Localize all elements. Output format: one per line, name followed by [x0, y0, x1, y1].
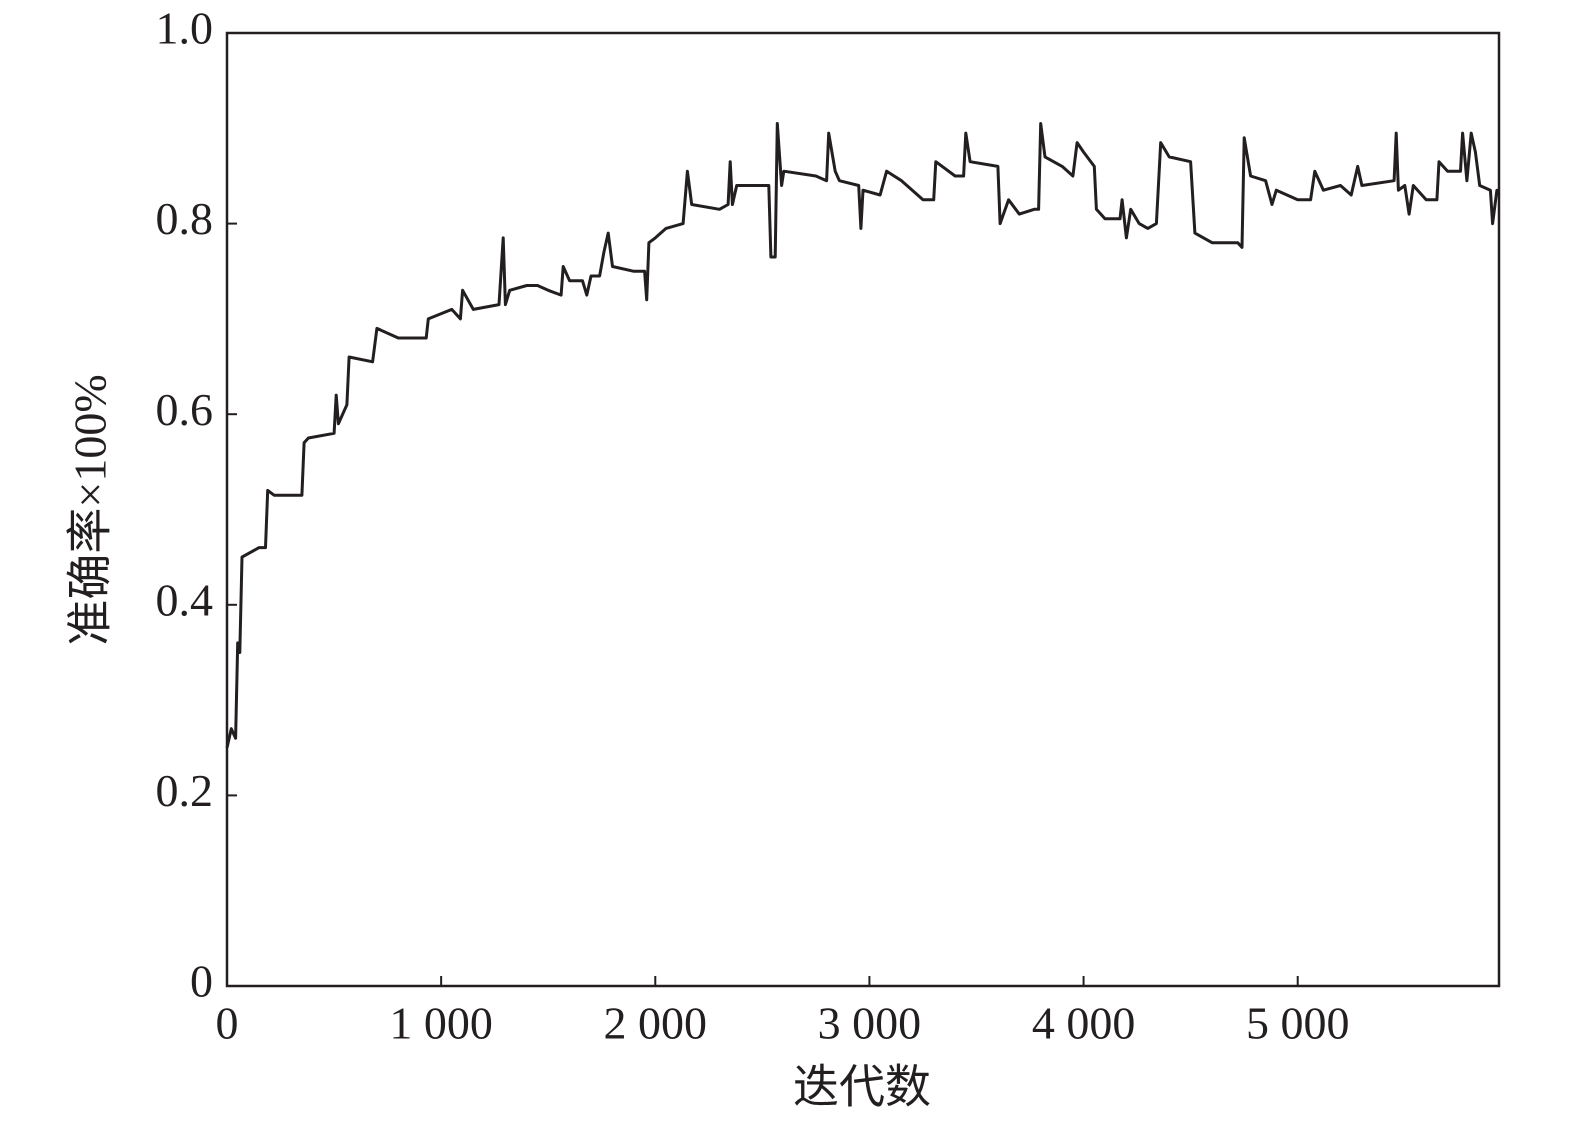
y-axis-label: 准确率×100%	[65, 374, 116, 645]
x-tick-label: 4 000	[1032, 998, 1136, 1049]
y-tick-label: 1.0	[156, 3, 214, 54]
x-tick-label: 2 000	[604, 998, 708, 1049]
x-axis-label: 迭代数	[793, 1062, 931, 1113]
plot-frame	[225, 31, 1501, 988]
line-series	[225, 122, 1501, 749]
y-tick-label: 0.6	[156, 384, 214, 435]
y-tick-label: 0.2	[156, 765, 214, 816]
y-tick-label: 0.8	[156, 193, 214, 244]
y-tick-label: 0	[190, 956, 213, 1007]
x-tick-label: 0	[216, 998, 239, 1049]
x-tick-label: 5 000	[1246, 998, 1350, 1049]
x-tick-label: 1 000	[389, 998, 493, 1049]
x-tick-label: 3 000	[818, 998, 922, 1049]
y-tick-label: 0.4	[156, 574, 214, 625]
